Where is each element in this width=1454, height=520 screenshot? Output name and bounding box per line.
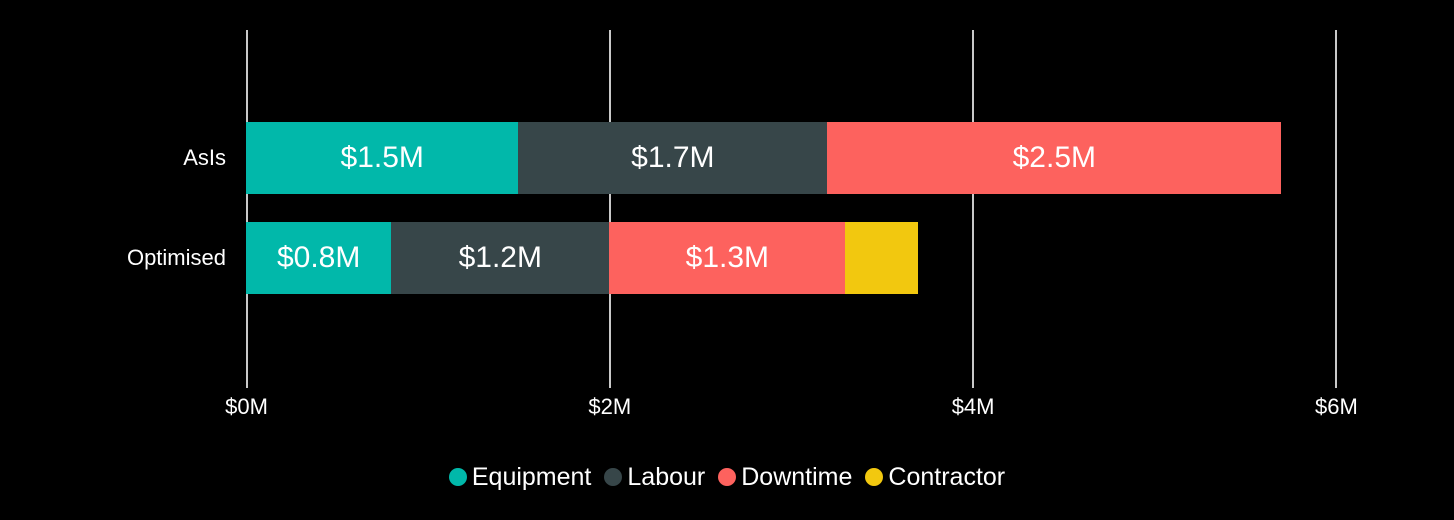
- gridline: [972, 30, 975, 388]
- category-axis-label: AsIs: [183, 145, 226, 170]
- data-label: $1.7M: [631, 141, 715, 174]
- legend-marker-circle: [448, 468, 467, 486]
- legend-item-equipment[interactable]: Equipment: [448, 461, 592, 493]
- legend: Equipment Labour Downtime Contractor: [0, 461, 1454, 493]
- data-label: $1.5M: [340, 141, 424, 174]
- data-label: $1.2M: [458, 241, 542, 274]
- category-axis-label: Optimised: [126, 245, 226, 270]
- bar-segment-labour[interactable]: $1.2M: [391, 222, 610, 294]
- x-axis-tick-label: $2M: [588, 394, 632, 419]
- data-label: $2.5M: [1012, 141, 1097, 174]
- bar-segment-downtime[interactable]: $1.3M: [609, 222, 846, 294]
- x-axis-tick-label: $6M: [1314, 394, 1358, 419]
- bar-segment-equipment[interactable]: $0.8M: [246, 222, 392, 294]
- legend-label: Downtime: [741, 463, 853, 491]
- bar-segment-contractor[interactable]: [845, 222, 919, 294]
- legend-marker-circle: [718, 468, 737, 486]
- legend-marker-circle: [865, 468, 884, 486]
- legend-marker-circle: [604, 468, 623, 486]
- legend-item-labour[interactable]: Labour: [604, 461, 705, 493]
- legend-label: Contractor: [888, 463, 1006, 491]
- bar-row-asis: $1.5M $1.7M $2.5M: [246, 122, 1282, 194]
- data-label: $1.3M: [685, 241, 770, 274]
- legend-label: Labour: [627, 463, 706, 491]
- legend-item-contractor[interactable]: Contractor: [865, 461, 1005, 493]
- bar-segment-downtime[interactable]: $2.5M: [827, 122, 1282, 194]
- data-label: $0.8M: [276, 241, 361, 274]
- x-axis-tick-label: $0M: [225, 394, 268, 419]
- legend-item-downtime[interactable]: Downtime: [718, 461, 852, 493]
- x-axis-tick-label: $4M: [951, 394, 995, 419]
- gridline: [608, 30, 611, 388]
- gridline: [245, 30, 248, 388]
- bar-row-optimised: $0.8M $1.2M $1.3M: [246, 222, 919, 294]
- bar-segment-equipment[interactable]: $1.5M: [246, 122, 519, 194]
- gridline: [1335, 30, 1338, 388]
- bar-segment-labour[interactable]: $1.7M: [518, 122, 828, 194]
- legend-label: Equipment: [471, 463, 592, 491]
